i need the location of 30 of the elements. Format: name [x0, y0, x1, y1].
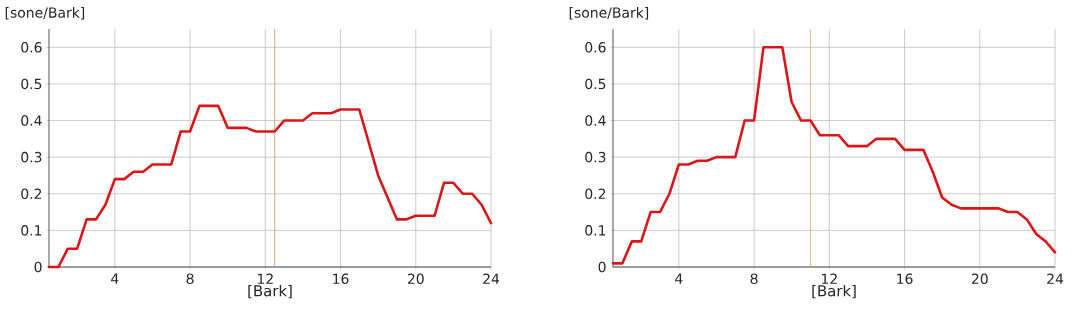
x-tick-label: 4 — [111, 273, 119, 284]
y-tick-label: 0.6 — [21, 42, 42, 53]
y-axis-title: [sone/Bark] — [5, 7, 85, 20]
x-tick-label: 4 — [675, 273, 683, 284]
y-tick-label: 0.1 — [585, 225, 606, 236]
x-tick-label: 20 — [971, 273, 988, 285]
y-tick-label: 0.4 — [585, 115, 606, 126]
y-tick-label: 0.2 — [585, 188, 606, 200]
x-tick-label: 20 — [407, 273, 424, 285]
x-tick-label: 12 — [257, 273, 273, 284]
y-tick-label: 0.5 — [585, 78, 606, 90]
y-tick-label: 0.4 — [21, 115, 42, 126]
y-tick-label: 0.1 — [21, 225, 42, 236]
x-tick-label: 16 — [333, 273, 349, 285]
x-tick-label: 24 — [1047, 273, 1064, 284]
x-tick-label: 12 — [821, 273, 837, 284]
y-tick-label: 0.5 — [21, 78, 42, 90]
y-tick-label: 0.3 — [585, 151, 606, 163]
y-tick-label: 0 — [34, 261, 42, 273]
x-tick-label: 24 — [483, 273, 500, 284]
y-tick-label: 0.6 — [585, 42, 606, 53]
y-axis-title: [sone/Bark] — [569, 7, 649, 20]
y-tick-label: 0.2 — [21, 188, 42, 200]
x-axis-title: [Bark] — [812, 284, 856, 299]
x-tick-label: 16 — [897, 273, 913, 285]
y-tick-label: 0.3 — [21, 151, 42, 163]
x-tick-label: 8 — [186, 273, 194, 285]
x-axis-title: [Bark] — [248, 284, 292, 299]
y-tick-label: 0 — [598, 261, 606, 273]
x-tick-label: 8 — [750, 273, 758, 285]
